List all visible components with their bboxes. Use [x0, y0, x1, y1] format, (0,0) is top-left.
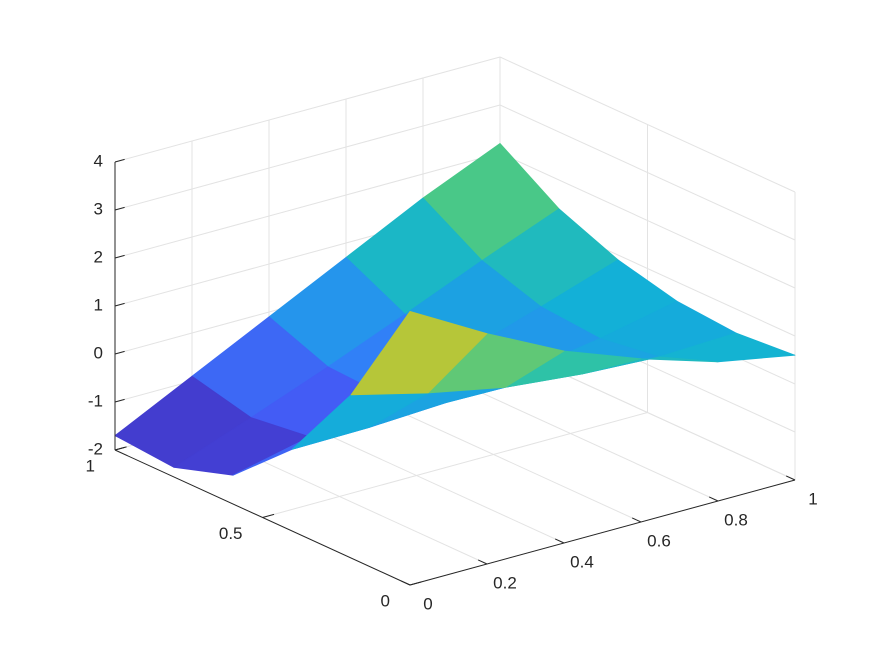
x-axis — [409, 479, 796, 586]
z-tick — [114, 158, 125, 163]
x-tick — [554, 538, 565, 544]
grid-line — [499, 104, 796, 241]
x-tick-label: 0.2 — [493, 573, 517, 592]
x-tick-label: 0.4 — [570, 552, 594, 571]
z-tick — [114, 446, 125, 451]
x-tick — [400, 580, 411, 586]
grid-line — [499, 152, 796, 289]
z-tick-label: -2 — [88, 439, 103, 458]
grid-line — [262, 412, 648, 518]
z-tick-label: 1 — [94, 295, 103, 314]
z-tick-label: 4 — [94, 151, 103, 170]
y-tick-label: 1 — [86, 456, 95, 475]
z-tick — [114, 254, 125, 259]
z-tick — [114, 302, 125, 307]
surface-patch — [350, 310, 488, 396]
z-tick — [114, 206, 125, 211]
grid-line — [114, 104, 501, 211]
z-tick-label: 0 — [94, 343, 103, 362]
z-tick-label: -1 — [88, 391, 103, 410]
x-tick-label: 0.8 — [724, 510, 748, 529]
z-tick-label: 3 — [94, 199, 103, 218]
x-tick — [477, 559, 488, 565]
x-tick-label: 1 — [808, 489, 817, 508]
x-tick — [631, 517, 642, 523]
z-tick — [114, 398, 125, 403]
x-tick — [708, 496, 719, 502]
z-tick — [114, 350, 125, 355]
grid-line — [114, 152, 501, 259]
y-tick-label: 0 — [381, 591, 390, 610]
x-tick-label: 0.6 — [647, 531, 671, 550]
y-tick — [409, 581, 422, 586]
x-tick — [785, 475, 796, 481]
grid-line — [114, 56, 501, 163]
z-tick-label: 2 — [94, 247, 103, 266]
y-tick-label: 0.5 — [219, 524, 243, 543]
x-tick-label: 0 — [423, 594, 432, 613]
y-tick — [262, 513, 275, 518]
grid-line — [499, 56, 796, 193]
